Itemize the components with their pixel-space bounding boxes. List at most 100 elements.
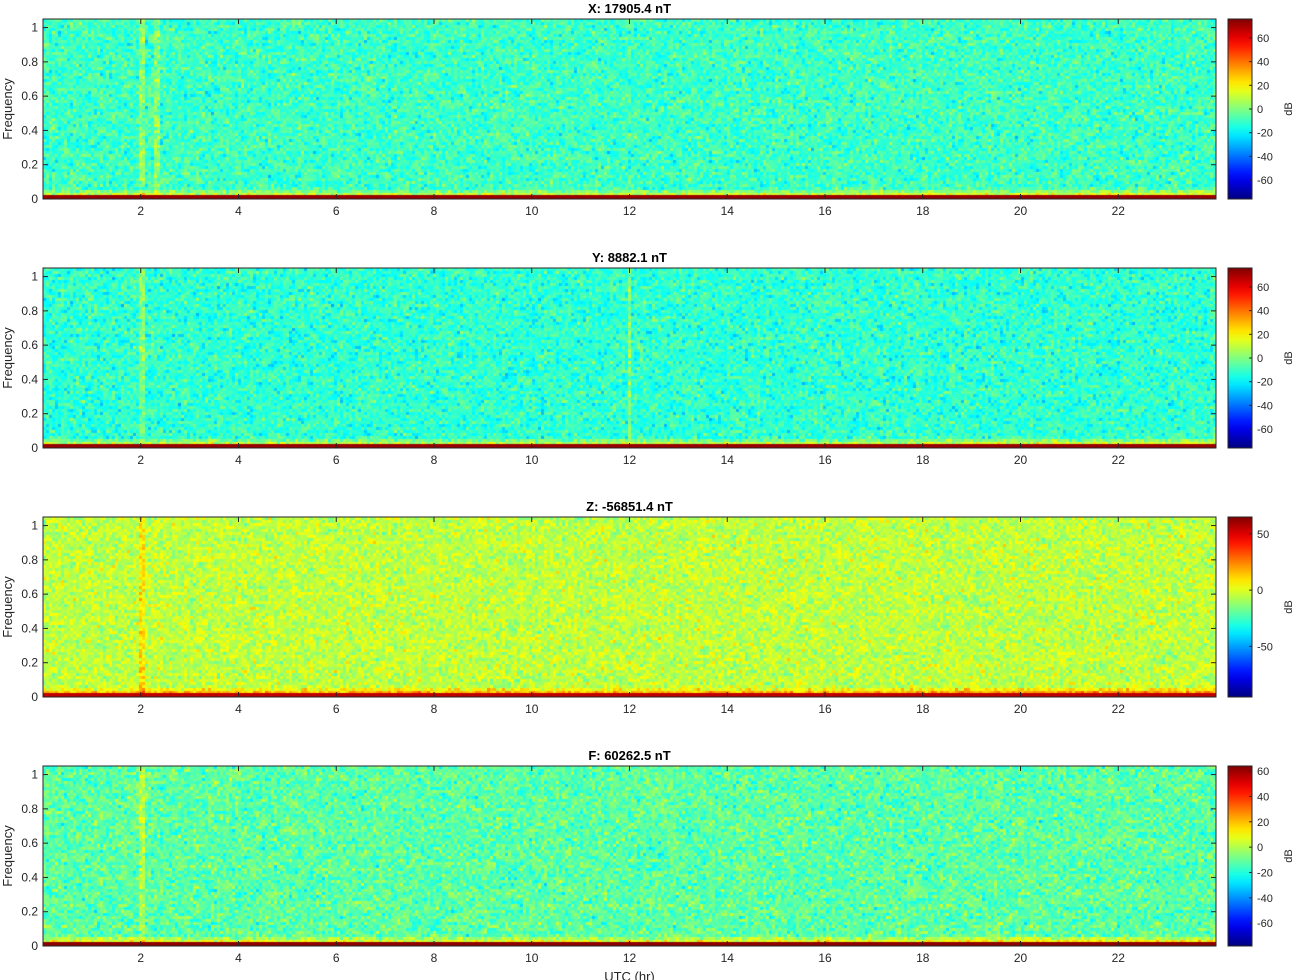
colorbar-tick-label: 60 (1257, 33, 1269, 45)
x-tick-label: 14 (721, 951, 735, 965)
y-axis-label: Frequency (0, 825, 15, 887)
colorbar-tick-label: 60 (1257, 766, 1269, 778)
x-tick-label: 16 (818, 702, 832, 716)
y-tick-label: 1 (31, 21, 38, 35)
x-tick-label: 16 (818, 204, 832, 218)
panel-title: X: 17905.4 nT (588, 1, 671, 16)
x-tick-label: 18 (916, 951, 930, 965)
x-tick-label: 2 (137, 204, 144, 218)
y-tick-label: 0 (31, 690, 38, 704)
x-tick-label: 8 (431, 702, 438, 716)
y-tick-label: 1 (31, 768, 38, 782)
spectrogram-panel-3: 2 4 6 8 10 12 14 16 18 20 22 0 0.2 0.4 0.6 0.8 1 Z: -5685… (0, 499, 1295, 716)
x-tick-label: 2 (137, 453, 144, 467)
y-axis-label: Frequency (0, 327, 15, 389)
y-tick-label: 0.2 (21, 158, 38, 172)
y-tick-label: 1 (31, 519, 38, 533)
y-tick-label: 0.4 (21, 123, 38, 137)
x-tick-label: 8 (431, 453, 438, 467)
x-tick-label: 8 (431, 951, 438, 965)
y-tick-label: 0.6 (21, 587, 38, 601)
y-tick-label: 0.6 (21, 338, 38, 352)
y-tick-label: 0.8 (21, 55, 38, 69)
colorbar-tick-label: 20 (1257, 329, 1269, 341)
x-tick-label: 4 (235, 702, 242, 716)
panel-title: F: 60262.5 nT (588, 748, 670, 763)
colorbar (1227, 267, 1253, 449)
spectrogram-image (43, 517, 1216, 697)
spectrogram-image (43, 268, 1216, 448)
x-tick-label: 22 (1112, 951, 1126, 965)
colorbar-tick-label: 40 (1257, 791, 1269, 803)
colorbar-tick-label: -60 (1257, 918, 1273, 930)
colorbar-tick-label: 50 (1257, 529, 1269, 541)
y-tick-label: 0.8 (21, 553, 38, 567)
colorbar-tick-label: -40 (1257, 151, 1273, 163)
x-tick-label: 6 (333, 453, 340, 467)
colorbar-tick-label: 0 (1257, 104, 1263, 116)
y-tick-label: 0 (31, 939, 38, 953)
x-tick-label: 10 (525, 204, 539, 218)
spectrogram-panel-4: 2 4 6 8 10 12 14 16 18 20 22 0 0.2 0.4 0.6 0.8 1 F: 60262… (0, 748, 1295, 980)
x-tick-label: 12 (623, 951, 637, 965)
x-tick-label: 10 (525, 951, 539, 965)
colorbar-label: dB (1283, 351, 1295, 364)
colorbar-tick-label: 0 (1257, 585, 1263, 597)
y-tick-label: 0.6 (21, 89, 38, 103)
colorbar-tick-label: 20 (1257, 80, 1269, 92)
x-tick-label: 12 (623, 702, 637, 716)
x-tick-label: 8 (431, 204, 438, 218)
y-tick-label: 0.2 (21, 656, 38, 670)
colorbar (1227, 18, 1253, 200)
x-tick-label: 4 (235, 204, 242, 218)
x-tick-label: 16 (818, 951, 832, 965)
colorbar-tick-label: -40 (1257, 893, 1273, 905)
colorbar-tick-label: -20 (1257, 128, 1273, 140)
colorbar-label: dB (1283, 102, 1295, 115)
y-tick-label: 0.6 (21, 836, 38, 850)
x-tick-label: 2 (137, 702, 144, 716)
x-tick-label: 6 (333, 951, 340, 965)
y-tick-label: 0.4 (21, 621, 38, 635)
x-tick-label: 2 (137, 951, 144, 965)
x-tick-label: 12 (623, 204, 637, 218)
x-tick-label: 14 (721, 453, 735, 467)
x-tick-label: 12 (623, 453, 637, 467)
x-tick-label: 14 (721, 204, 735, 218)
colorbar (1227, 516, 1253, 698)
x-tick-label: 6 (333, 702, 340, 716)
x-tick-label: 4 (235, 453, 242, 467)
colorbar-tick-label: -50 (1257, 641, 1273, 653)
y-axis-label: Frequency (0, 576, 15, 638)
y-tick-label: 0.8 (21, 802, 38, 816)
x-tick-label: 20 (1014, 951, 1028, 965)
colorbar-tick-label: -20 (1257, 377, 1273, 389)
colorbar-tick-label: 0 (1257, 842, 1263, 854)
x-tick-label: 22 (1112, 453, 1126, 467)
panel-title: Y: 8882.1 nT (592, 250, 667, 265)
colorbar-tick-label: 0 (1257, 353, 1263, 365)
colorbar-tick-label: -60 (1257, 424, 1273, 436)
y-tick-label: 0 (31, 192, 38, 206)
x-tick-label: 20 (1014, 702, 1028, 716)
y-axis-label: Frequency (0, 78, 15, 140)
spectrogram-image (43, 766, 1216, 946)
colorbar (1227, 765, 1253, 947)
x-tick-label: 6 (333, 204, 340, 218)
colorbar-tick-label: -60 (1257, 175, 1273, 187)
y-tick-label: 0.2 (21, 905, 38, 919)
y-tick-label: 0.2 (21, 407, 38, 421)
colorbar-tick-label: 20 (1257, 817, 1269, 829)
colorbar-tick-label: 40 (1257, 57, 1269, 69)
y-tick-label: 0 (31, 441, 38, 455)
x-axis-label: UTC (hr) (604, 969, 655, 980)
colorbar-label: dB (1283, 600, 1295, 613)
x-tick-label: 18 (916, 453, 930, 467)
spectrogram-image (43, 19, 1216, 199)
x-tick-label: 10 (525, 702, 539, 716)
x-tick-label: 22 (1112, 204, 1126, 218)
y-tick-label: 1 (31, 270, 38, 284)
x-tick-label: 20 (1014, 204, 1028, 218)
colorbar-tick-label: -40 (1257, 400, 1273, 412)
